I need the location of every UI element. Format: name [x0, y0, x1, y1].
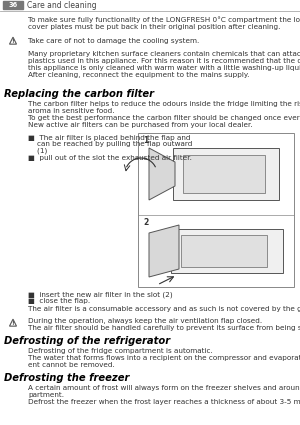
Bar: [138, 133, 294, 287]
Text: Many proprietary kitchen surface cleaners contain chemicals that can attack/dama: Many proprietary kitchen surface cleaner…: [28, 51, 300, 78]
Text: Defrosting of the fridge compartment is automatic.
The water that forms flows in: Defrosting of the fridge compartment is …: [28, 348, 300, 368]
Text: ■  insert the new air filter in the slot (2): ■ insert the new air filter in the slot …: [28, 291, 172, 297]
Text: (1): (1): [28, 147, 47, 153]
Text: !: !: [12, 39, 14, 44]
Text: 2: 2: [143, 218, 148, 227]
Text: can be reached by pulling the flap outward: can be reached by pulling the flap outwa…: [28, 141, 192, 147]
Text: Care and cleaning: Care and cleaning: [27, 0, 97, 9]
Bar: [181, 235, 267, 267]
Bar: [173, 148, 279, 200]
Bar: [183, 155, 265, 193]
Text: Take care of not to damage the cooling system.: Take care of not to damage the cooling s…: [28, 38, 199, 44]
Bar: [3, 1, 23, 9]
Text: Defrosting of the refrigerator: Defrosting of the refrigerator: [4, 336, 170, 346]
Text: ■  pull out of the slot the exhausted air filter.: ■ pull out of the slot the exhausted air…: [28, 155, 192, 161]
Text: A certain amount of frost will always form on the freezer shelves and around the: A certain amount of frost will always fo…: [28, 385, 300, 405]
Text: ■  close the flap.: ■ close the flap.: [28, 298, 90, 304]
Text: To make sure fully functionality of the LONGFRESH 0°C compartment the lowest she: To make sure fully functionality of the …: [28, 16, 300, 30]
Text: 36: 36: [8, 2, 18, 8]
Text: The air filter is a consumable accessory and as such is not covered by the guara: The air filter is a consumable accessory…: [28, 306, 300, 312]
Text: ■  The air filter is placed behind the flap and: ■ The air filter is placed behind the fl…: [28, 135, 191, 141]
Text: During the operation, always keep the air ventilation flap closed.
The air filte: During the operation, always keep the ai…: [28, 318, 300, 331]
Text: Replacing the carbon filter: Replacing the carbon filter: [4, 89, 154, 99]
Text: !: !: [12, 321, 14, 326]
Polygon shape: [149, 148, 175, 200]
Text: The carbon filter helps to reduce the odours inside the fridge limiting the risk: The carbon filter helps to reduce the od…: [28, 101, 300, 128]
Polygon shape: [149, 225, 179, 277]
Text: 1: 1: [143, 136, 148, 145]
Text: Defrosting the freezer: Defrosting the freezer: [4, 373, 129, 383]
Bar: [171, 229, 283, 273]
